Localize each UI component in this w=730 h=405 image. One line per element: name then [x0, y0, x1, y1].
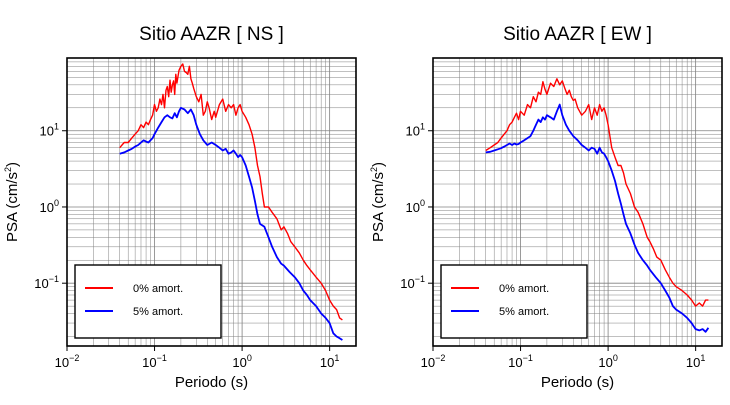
x-tick-label: 101	[686, 353, 705, 370]
x-axis-label: Periodo (s)	[175, 374, 248, 391]
legend-box	[440, 264, 588, 339]
y-tick-label: 100	[406, 198, 425, 215]
chart-panel-2: 10−2 10−1 100 101 10−1 100 101 Sitio AAZR [ EW …	[369, 24, 723, 391]
y-tick-label: 101	[406, 122, 425, 139]
series-line-5pct	[119, 106, 343, 341]
y-tick-label: 10−1	[400, 274, 425, 291]
plot-frame	[66, 57, 357, 347]
chart-title: Sitio AAZR [ EW ]	[503, 24, 652, 45]
x-tick-label: 10−1	[142, 353, 167, 370]
x-tick-label: 10−2	[421, 353, 446, 370]
chart-panel-1: 10−2 10−1 100 101 10−1 100 101 Sitio AAZR [ NS …	[3, 24, 357, 391]
x-tick-label: 100	[232, 353, 251, 370]
y-tick-label: 101	[40, 122, 59, 139]
x-tick-label: 100	[598, 353, 617, 370]
x-tick-label: 10−1	[508, 353, 533, 370]
legend-label: 5% amort.	[499, 306, 549, 318]
series-line-0pct	[119, 63, 343, 321]
legend: 0% amort. 5% amort.	[74, 264, 222, 339]
legend-box	[74, 264, 222, 339]
plot-frame	[432, 57, 723, 347]
y-axis-label: PSA (cm/s2)	[3, 162, 21, 242]
legend-label: 5% amort.	[133, 306, 183, 318]
legend: 0% amort. 5% amort.	[440, 264, 588, 339]
y-tick-label: 100	[40, 198, 59, 215]
y-axis-label: PSA (cm/s2)	[369, 162, 387, 242]
legend-label: 0% amort.	[499, 283, 549, 295]
series-line-5pct	[485, 103, 710, 333]
x-axis-label: Periodo (s)	[541, 374, 614, 391]
x-tick-label: 10−2	[55, 353, 80, 370]
legend-label: 0% amort.	[133, 283, 183, 295]
y-tick-label: 10−1	[34, 274, 59, 291]
chart-title: Sitio AAZR [ NS ]	[139, 24, 284, 45]
x-tick-label: 101	[320, 353, 339, 370]
series-line-0pct	[485, 78, 709, 307]
